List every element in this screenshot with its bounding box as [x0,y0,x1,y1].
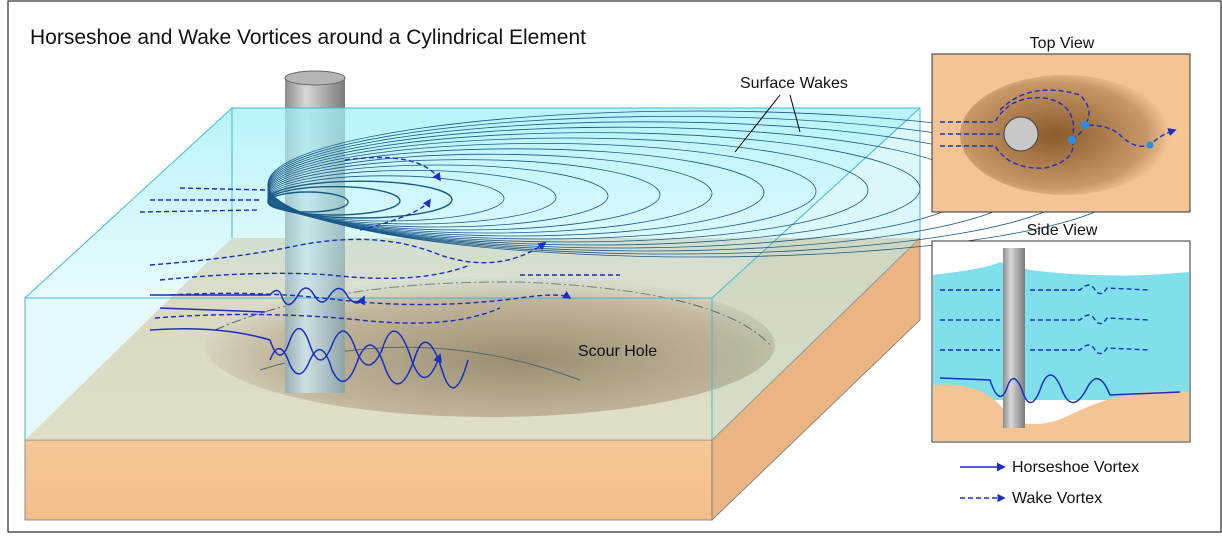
water-edges [24,107,921,440]
title: Horseshoe and Wake Vortices around a Cyl… [30,26,586,49]
top-view-vortices [940,89,1177,169]
sand-front [24,439,713,521]
top-view-cylinder [1003,116,1039,152]
side-view-cylinder [1003,248,1025,428]
legend-label: Horseshoe Vortex [1012,459,1139,476]
panel-title: Top View [1030,35,1095,52]
side-view-vortices [939,284,1181,404]
surface-wakes-label: Surface Wakes [740,75,848,92]
surface-wake-ellipses [267,110,1129,258]
scour-hole [205,273,775,417]
legend-label: Wake Vortex [1012,490,1102,507]
horseshoe-vortex-lines [149,287,469,389]
scour-hole-label: Scour Hole [578,343,657,360]
side-view-sand [933,384,1189,441]
cylinder-top [284,70,346,86]
wake-vortex-lines [139,156,620,324]
surface-wakes-pointers [734,94,801,153]
panel-title: Side View [1027,222,1098,239]
sand-side [711,237,921,521]
water-front [25,298,712,440]
side-view-water [933,262,1189,400]
top-view-hole [960,75,1170,195]
frame [7,0,1222,533]
